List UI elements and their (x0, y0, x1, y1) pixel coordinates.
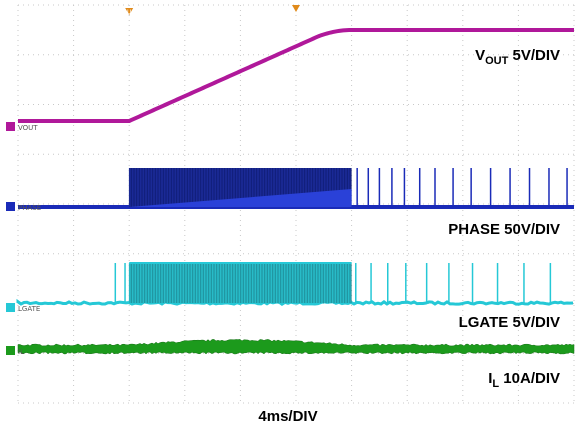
traces (16, 28, 575, 355)
vout-channel-tag: VOUT (6, 122, 38, 132)
lgate-scale-label: LGATE 5V/DIV (459, 314, 560, 331)
markers: U (125, 5, 300, 16)
svg-text:VOUT: VOUT (18, 124, 38, 132)
svg-text:PHASE: PHASE (18, 204, 41, 212)
il-channel-tag: IL (6, 346, 24, 356)
phase-lower-band (129, 189, 352, 207)
center-marker-icon (292, 5, 300, 12)
lgate-channel-tag: LGATE (6, 303, 40, 313)
x-axis-label: 4ms/DIV (258, 408, 318, 425)
vout-scale-label: VOUT 5V/DIV (475, 47, 560, 67)
svg-text:LGATE: LGATE (18, 305, 40, 313)
il-trace (17, 339, 575, 355)
vout-trace (18, 28, 575, 123)
trigger-marker-label: U (127, 9, 131, 16)
phase-channel-tag: PHASE (6, 202, 41, 212)
phase-scale-label: PHASE 50V/DIV (448, 221, 560, 238)
trigger-marker-icon (125, 8, 134, 15)
svg-text:IL: IL (18, 348, 24, 356)
il-scale-label: IL 10A/DIV (488, 370, 560, 390)
